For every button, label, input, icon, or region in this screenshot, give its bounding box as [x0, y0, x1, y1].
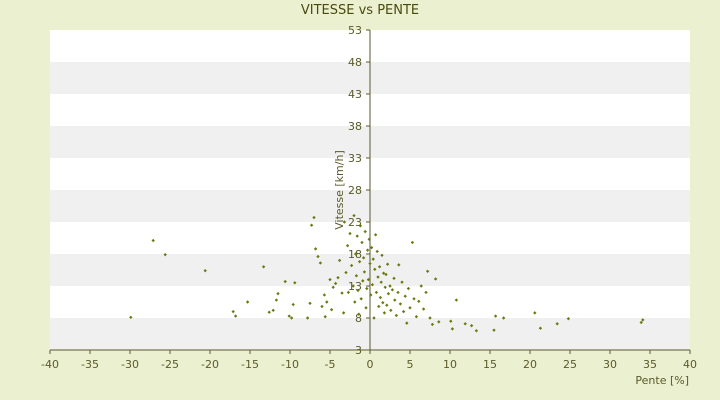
x-axis-label: Pente [%]	[635, 374, 689, 387]
x-tick-label: 40	[683, 358, 697, 371]
x-tick-label: 25	[563, 358, 577, 371]
scatter-point	[231, 309, 235, 314]
y-tick-label: 33	[348, 152, 362, 165]
scatter-point	[129, 315, 133, 320]
scatter-point	[151, 238, 155, 243]
x-tick-label: -5	[325, 358, 336, 371]
y-tick-label: 53	[348, 24, 362, 37]
x-tick-label: 0	[367, 358, 374, 371]
y-tick-label: 48	[348, 56, 362, 69]
x-tick-label: 30	[603, 358, 617, 371]
y-tick-label: 3	[355, 344, 362, 357]
x-tick-label: 15	[483, 358, 497, 371]
scatter-point	[203, 268, 207, 273]
scatter-point	[641, 318, 645, 322]
y-tick-label: 28	[348, 184, 362, 197]
y-axis-label: Vitesse [km/h]	[333, 150, 346, 230]
axes: -40 -35 -30 -25 -20 -15 -10 -5 0 5 10 15 20 25 30 35 40 3…	[41, 24, 697, 371]
y-tick-label: 43	[348, 88, 362, 101]
y-tick-label: 38	[348, 120, 362, 133]
scatter-point	[555, 322, 559, 326]
x-tick-label: -30	[121, 358, 139, 371]
scatter-point	[410, 240, 415, 245]
x-tick-label: 10	[443, 358, 457, 371]
x-tick-label: -40	[41, 358, 59, 371]
y-tick-label: 13	[348, 280, 362, 293]
x-tick-label: -10	[281, 358, 299, 371]
x-tick-label: -35	[81, 358, 99, 371]
y-tick-label: 23	[348, 216, 362, 229]
x-tick-label: -25	[161, 358, 179, 371]
x-tick-label: -20	[201, 358, 219, 371]
scatter-point	[245, 300, 250, 304]
scatter-point	[316, 254, 320, 259]
x-tick-label: 20	[523, 358, 537, 371]
scatter-point	[380, 253, 384, 257]
scatter-point	[533, 311, 537, 315]
scatter-point	[566, 316, 571, 321]
x-tick-label: 35	[643, 358, 657, 371]
scatter-point	[163, 252, 167, 257]
scatter-point	[639, 320, 643, 325]
y-tick-label: 8	[355, 312, 362, 325]
chart-title: VITESSE vs PENTE	[301, 3, 419, 18]
scatter-point	[342, 220, 347, 224]
scatter-point	[358, 224, 363, 228]
x-tick-label: -15	[241, 358, 259, 371]
x-tick-label: 5	[407, 358, 414, 371]
